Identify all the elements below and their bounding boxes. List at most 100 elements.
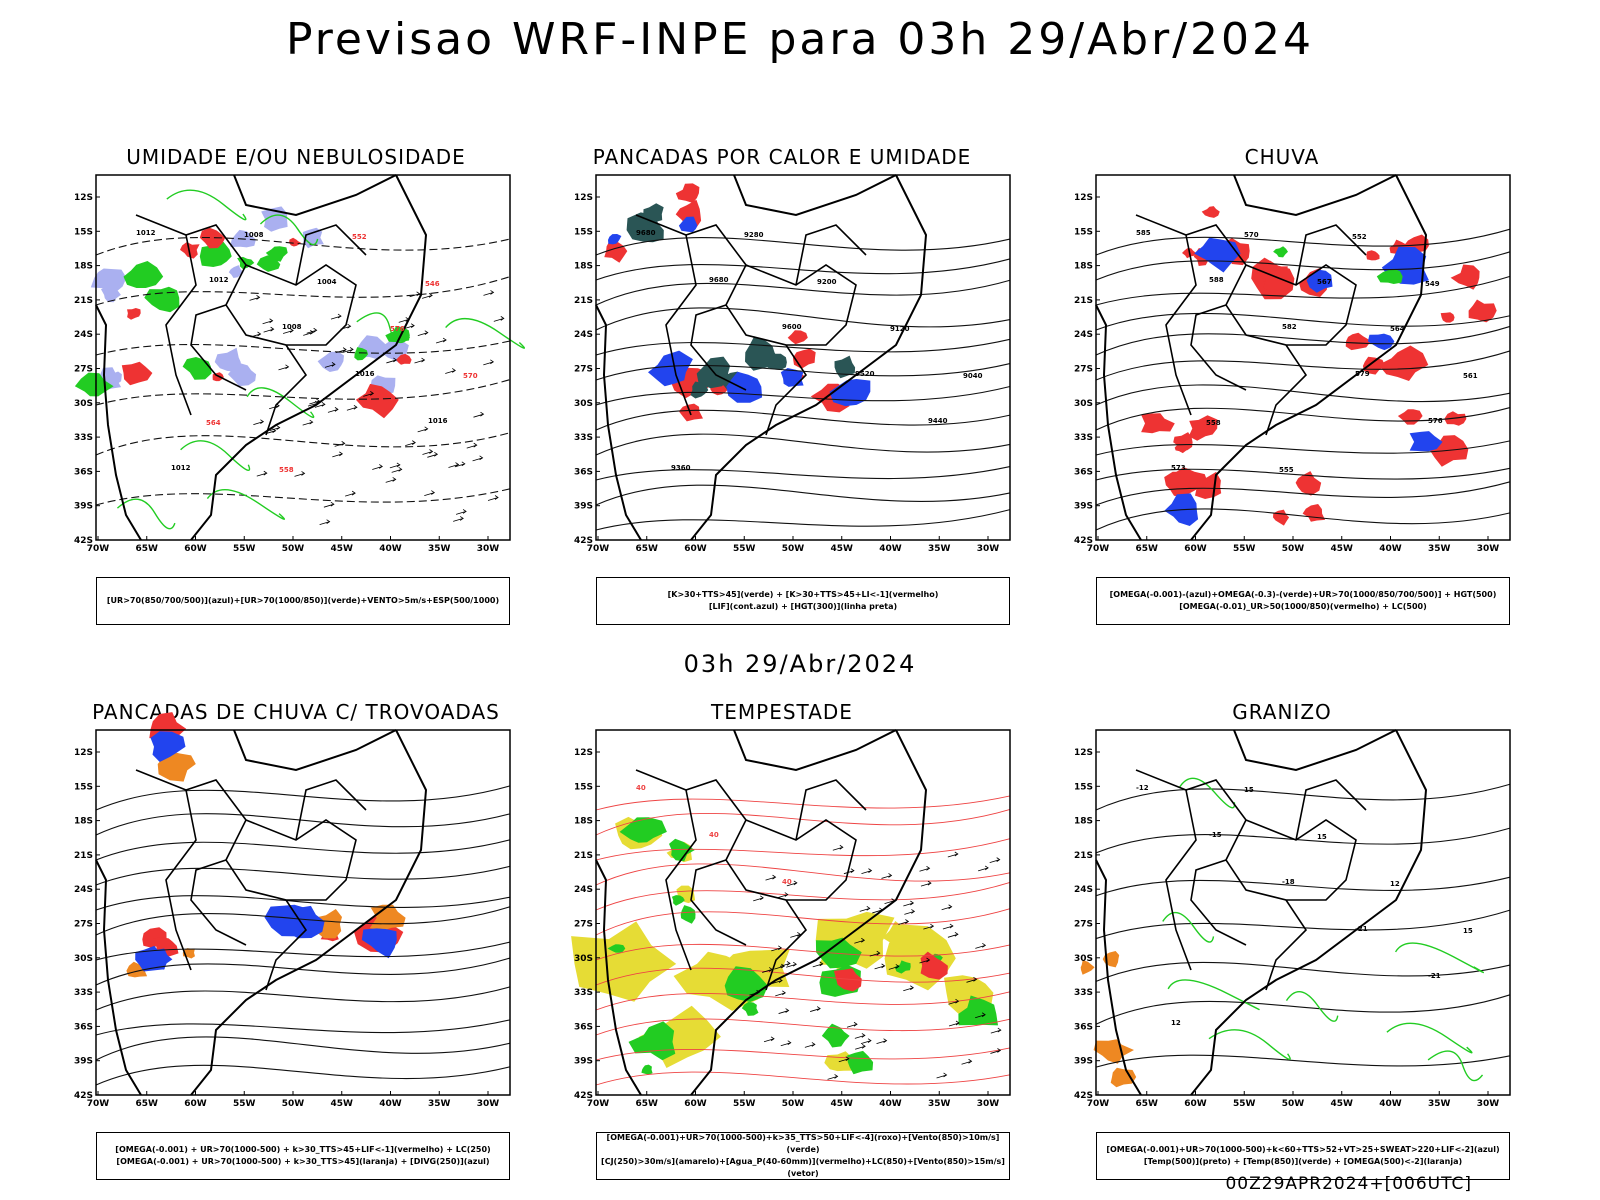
wind-vector xyxy=(975,1012,986,1019)
shaded-area xyxy=(265,246,288,262)
wind-vector xyxy=(342,347,354,353)
wind-vector xyxy=(753,895,764,902)
wind-vector xyxy=(966,976,978,983)
wind-vector xyxy=(790,932,802,938)
shaded-area xyxy=(726,371,763,403)
lat-label: 15S xyxy=(74,227,93,237)
panel-title: PANCADAS DE CHUVA C/ TROVOADAS xyxy=(92,700,500,724)
contour-label: 1008 xyxy=(282,323,302,331)
lon-label: 65W xyxy=(636,544,659,554)
lon-label: 30W xyxy=(477,544,500,554)
contour-label: 588 xyxy=(1209,276,1224,284)
contour-line xyxy=(95,895,511,911)
state-borders xyxy=(635,214,867,436)
wind-vector xyxy=(483,290,495,296)
lat-label: 15S xyxy=(1074,782,1093,792)
wind-vector xyxy=(448,462,460,468)
wind-vector xyxy=(473,411,485,418)
contour-line xyxy=(95,865,511,886)
lon-label: 55W xyxy=(1233,1099,1256,1109)
wind-vector xyxy=(386,357,398,364)
wind-vector xyxy=(385,477,397,483)
lon-label: 45W xyxy=(331,544,354,554)
shaded-area xyxy=(157,751,196,782)
lat-label: 21S xyxy=(1074,296,1093,306)
contour-label: 564 xyxy=(206,419,221,427)
wind-vector xyxy=(455,509,467,515)
lon-label: 50W xyxy=(782,1099,805,1109)
legend-line: [OMEGA(-0.001)+UR>70(1000-500)+k>35_TTS>… xyxy=(606,1133,1000,1154)
wind-vector xyxy=(417,426,429,433)
lat-label: 42S xyxy=(74,536,93,546)
map-plot: 40 40 40 12S 15S 18S 21S 24S 27S 30S 33S 36S 39S 42S7… xyxy=(571,729,1011,1109)
lon-label: 35W xyxy=(428,544,451,554)
shaded-area xyxy=(619,817,667,843)
wind-vector xyxy=(334,441,346,447)
wind-vector xyxy=(493,316,505,322)
lon-label: 35W xyxy=(1428,1099,1451,1109)
contour-label: 40 xyxy=(636,784,646,792)
shaded-area xyxy=(690,381,709,399)
wind-vector xyxy=(314,402,326,408)
contour-line xyxy=(95,957,511,986)
shaded-area xyxy=(302,227,324,249)
contour-line xyxy=(595,943,1011,961)
shaded-area xyxy=(1378,345,1429,381)
lon-label: 35W xyxy=(928,1099,951,1109)
shaded-area xyxy=(1440,312,1455,323)
contour-line xyxy=(595,908,1011,936)
lon-label: 50W xyxy=(782,544,805,554)
shaded-area xyxy=(882,921,926,952)
wind-vector xyxy=(838,1056,850,1063)
wind-vector xyxy=(345,490,356,497)
lon-label: 70W xyxy=(87,544,110,554)
contour-label: -21 xyxy=(1428,972,1441,980)
lat-label: 33S xyxy=(74,988,93,998)
contour-line xyxy=(595,1071,1011,1086)
wind-vector xyxy=(876,1038,888,1045)
legend-box: [K>30+TTS>45](verde) + [K>30+TTS>45+LI<-… xyxy=(596,577,1010,625)
contour-label: 558 xyxy=(1206,419,1221,427)
contour-line xyxy=(1095,251,1511,281)
shaded-area xyxy=(671,895,685,906)
shaded-area xyxy=(678,216,698,233)
lat-label: 12S xyxy=(1074,193,1093,203)
shaded-area xyxy=(199,227,226,249)
shaded-area xyxy=(227,363,257,387)
wind-vector xyxy=(786,880,798,887)
wind-vector xyxy=(422,293,433,299)
wind-vector xyxy=(869,950,881,957)
contour-label: 585 xyxy=(1136,229,1151,237)
shaded-area xyxy=(1409,431,1443,452)
state-borders xyxy=(135,214,367,436)
contour-line xyxy=(95,1019,511,1036)
lon-label: 30W xyxy=(977,1099,1000,1109)
green-contour xyxy=(166,189,247,221)
wind-vector xyxy=(975,943,987,949)
contour-label: 570 xyxy=(1244,231,1259,239)
wind-vector xyxy=(414,357,426,364)
shaded-area xyxy=(1450,264,1480,290)
map-border xyxy=(1095,729,1511,1096)
wind-vector xyxy=(454,461,466,468)
wind-vector xyxy=(262,318,274,325)
wind-vector xyxy=(859,906,871,912)
contour-label: -18 xyxy=(1282,878,1295,886)
shaded-area xyxy=(604,239,628,263)
lat-label: 39S xyxy=(74,502,93,512)
lat-label: 36S xyxy=(1074,1022,1093,1032)
contour-line xyxy=(95,906,511,936)
map-plot: 585 588 582 579 576 573 570 567 564 561 558 555 552 5… xyxy=(1074,174,1511,554)
lon-label: 55W xyxy=(233,1099,256,1109)
contour-line xyxy=(95,1036,511,1061)
lat-label: 39S xyxy=(74,1057,93,1067)
lon-label: 65W xyxy=(136,1099,159,1109)
wind-vector xyxy=(453,516,464,522)
lat-label: 12S xyxy=(1074,748,1093,758)
lat-label: 15S xyxy=(1074,227,1093,237)
wind-vector xyxy=(860,1038,872,1045)
shaded-area xyxy=(1468,299,1497,323)
lon-label: 45W xyxy=(1331,1099,1354,1109)
wind-vector xyxy=(278,364,290,371)
